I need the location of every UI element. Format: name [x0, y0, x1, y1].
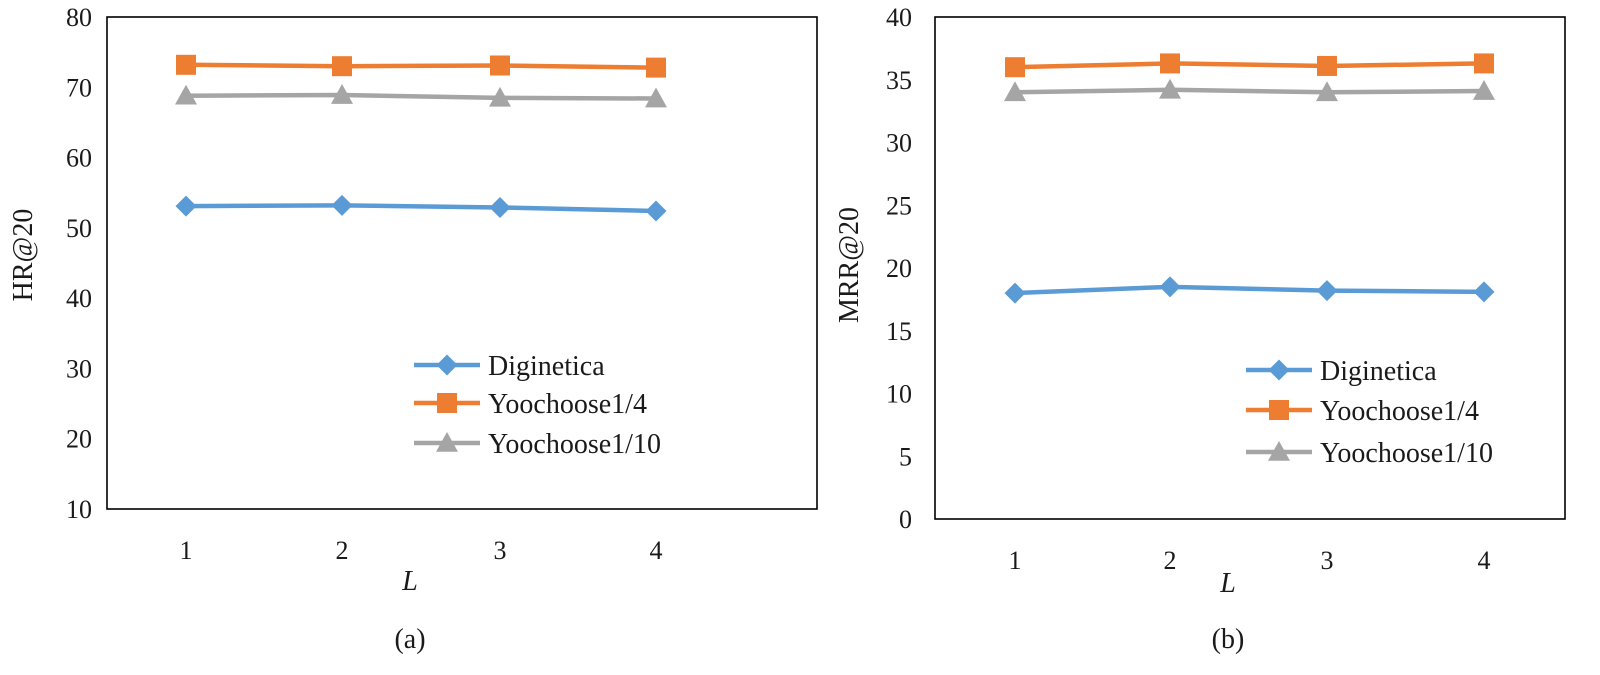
series-yoochoose1-4	[1005, 53, 1494, 78]
y-tick-label: 40	[66, 284, 92, 313]
y-tick-label: 15	[886, 317, 912, 346]
series-diginetica	[175, 194, 667, 222]
y-tick-label: 20	[886, 254, 912, 283]
data-point	[1473, 80, 1495, 100]
x-tick-label: 4	[650, 536, 663, 565]
series-line	[185, 203, 657, 214]
data-point	[646, 57, 666, 78]
data-point	[331, 194, 353, 216]
data-point	[489, 196, 511, 218]
series-line	[1014, 87, 1485, 95]
panel-caption: (b)	[1212, 624, 1245, 655]
data-point	[1004, 81, 1026, 102]
y-tick-label: 10	[66, 495, 92, 524]
y-axis-title: HR@20	[8, 209, 39, 302]
data-point	[331, 84, 353, 104]
data-point	[175, 195, 197, 217]
y-tick-label: 20	[66, 425, 92, 454]
y-tick-label: 35	[886, 66, 912, 95]
y-tick-label: 80	[66, 3, 92, 32]
x-axis-title: L	[401, 566, 418, 597]
data-point	[1159, 276, 1181, 298]
legend-label: Yoochoose1/10	[488, 429, 661, 460]
data-point	[1159, 78, 1181, 99]
data-point	[1316, 81, 1338, 102]
data-point	[1316, 280, 1338, 302]
series-yoochoose1-4	[176, 54, 666, 78]
series-yoochoose1-10	[1004, 78, 1495, 102]
x-tick-label: 4	[1478, 546, 1491, 575]
y-tick-label: 70	[66, 73, 92, 102]
data-point	[490, 55, 510, 76]
series-yoochoose1-10	[175, 84, 667, 108]
data-point	[1005, 57, 1025, 78]
panel-caption: (a)	[394, 624, 425, 655]
data-point	[1004, 282, 1026, 304]
data-point	[489, 86, 511, 107]
data-point	[175, 84, 197, 105]
y-tick-label: 30	[66, 354, 92, 383]
y-tick-label: 30	[886, 129, 912, 158]
data-point	[645, 200, 667, 222]
x-tick-label: 1	[1009, 546, 1022, 575]
series-line	[1014, 61, 1485, 70]
y-tick-label: 5	[899, 442, 912, 471]
data-point	[1473, 281, 1495, 303]
legend-marker	[437, 393, 457, 413]
y-tick-label: 40	[886, 3, 912, 32]
chart-panel-1: 10 20 30 40 50 60 70 80 1 2 3 4 HR@20 L (a) Diginetica Y…	[8, 3, 818, 655]
legend: Diginetica Yoochoose1/4 Yoochoose1/10	[414, 351, 661, 460]
plot-frame	[106, 16, 818, 510]
data-point	[176, 54, 196, 75]
y-axis-title: MRR@20	[834, 207, 865, 323]
data-point	[645, 87, 667, 108]
chart-panel-2: 0 5 10 15 20 25 30 35 40 1 2 3 4 MRR@20 L (b) Diginetica…	[834, 3, 1566, 655]
data-point	[1317, 55, 1337, 76]
legend-marker	[436, 354, 458, 376]
legend-item-yoochoose1-4: Yoochoose1/4	[1246, 396, 1479, 427]
legend-label: Yoochoose1/10	[1320, 438, 1493, 469]
legend-item-yoochoose1-10: Yoochoose1/10	[1246, 438, 1493, 469]
plot-frame	[934, 16, 1566, 520]
series-line	[185, 62, 657, 70]
legend-marker	[1268, 441, 1290, 461]
x-tick-label: 3	[1321, 546, 1334, 575]
data-point	[1474, 53, 1494, 74]
y-tick-label: 10	[886, 380, 912, 409]
data-point	[1160, 53, 1180, 74]
legend-marker	[1268, 359, 1290, 381]
legend-marker	[1269, 400, 1289, 420]
x-tick-label: 2	[336, 536, 349, 565]
legend-item-yoochoose1-10: Yoochoose1/10	[414, 429, 661, 460]
legend-label: Yoochoose1/4	[488, 389, 647, 420]
series-line	[1014, 284, 1485, 296]
legend-marker	[436, 432, 458, 452]
legend-label: Diginetica	[488, 351, 605, 382]
y-tick-label: 0	[899, 505, 912, 534]
x-tick-label: 2	[1164, 546, 1177, 575]
series-diginetica	[1004, 276, 1495, 304]
x-tick-label: 1	[180, 536, 193, 565]
y-tick-label: 60	[66, 144, 92, 173]
legend-label: Diginetica	[1320, 356, 1437, 387]
legend-item-diginetica: Diginetica	[1246, 356, 1437, 387]
legend-label: Yoochoose1/4	[1320, 396, 1479, 427]
x-tick-label: 3	[494, 536, 507, 565]
legend-item-diginetica: Diginetica	[414, 351, 605, 382]
y-tick-label: 50	[66, 214, 92, 243]
data-point	[332, 56, 352, 77]
series-line	[185, 92, 657, 101]
y-tick-label: 25	[886, 191, 912, 220]
legend-item-yoochoose1-4: Yoochoose1/4	[414, 389, 647, 420]
legend: Diginetica Yoochoose1/4 Yoochoose1/10	[1246, 356, 1493, 469]
x-axis-title: L	[1219, 568, 1236, 599]
